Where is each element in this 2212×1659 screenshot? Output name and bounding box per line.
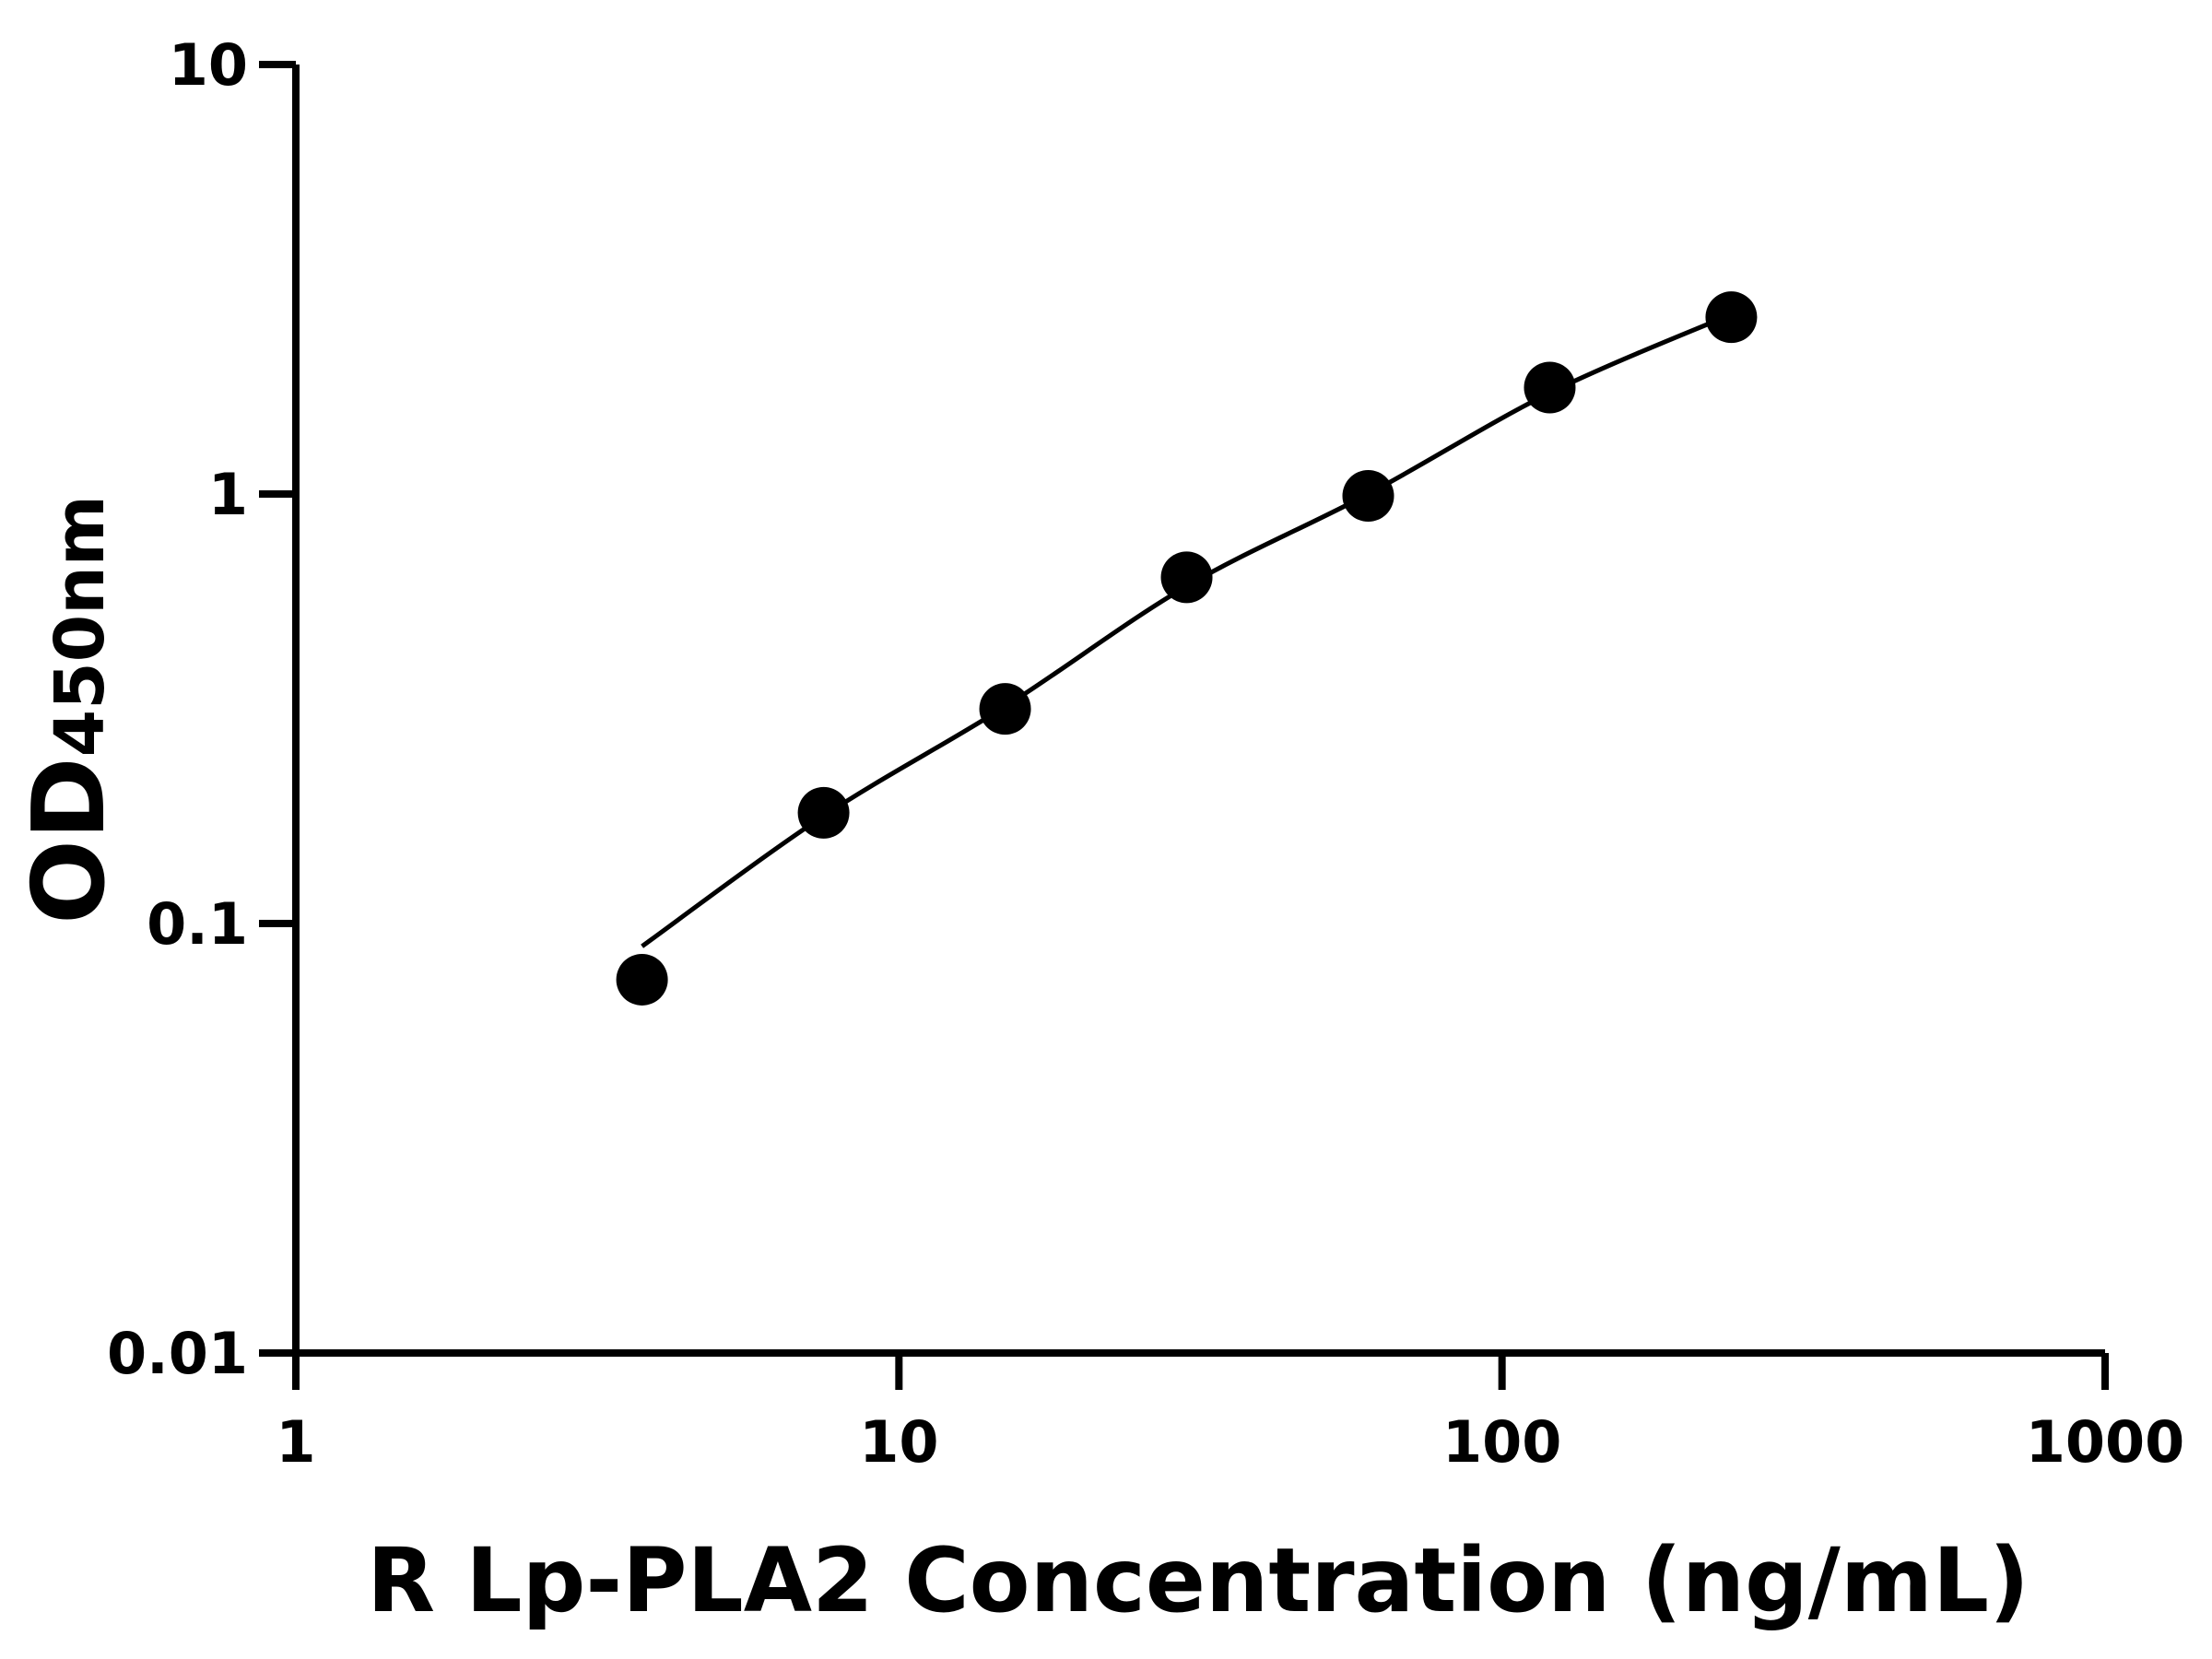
data-point (616, 953, 668, 1006)
y-axis-label: OD450nm (12, 495, 127, 924)
fit-curve (641, 312, 1733, 948)
data-point (979, 683, 1031, 735)
x-tick-label: 10 (859, 1408, 938, 1476)
data-point (797, 786, 850, 839)
data-point (1705, 291, 1758, 344)
data-point (1160, 551, 1213, 604)
y-tick-label: 1 (208, 461, 248, 528)
x-tick-label: 1 (276, 1408, 315, 1476)
data-point (1342, 470, 1394, 523)
x-tick-label: 1000 (2026, 1408, 2185, 1476)
y-axis-label-main: OD (12, 757, 127, 924)
y-tick-label: 0.1 (147, 890, 248, 958)
y-tick-label: 10 (169, 31, 248, 99)
x-tick-label: 100 (1442, 1408, 1561, 1476)
x-axis-label: R Lp-PLA2 Concentration (ng/mL) (367, 1529, 2030, 1632)
y-tick-label: 0.01 (107, 1320, 248, 1387)
data-point (1524, 361, 1576, 414)
y-axis-label-sub: 450nm (41, 495, 120, 757)
